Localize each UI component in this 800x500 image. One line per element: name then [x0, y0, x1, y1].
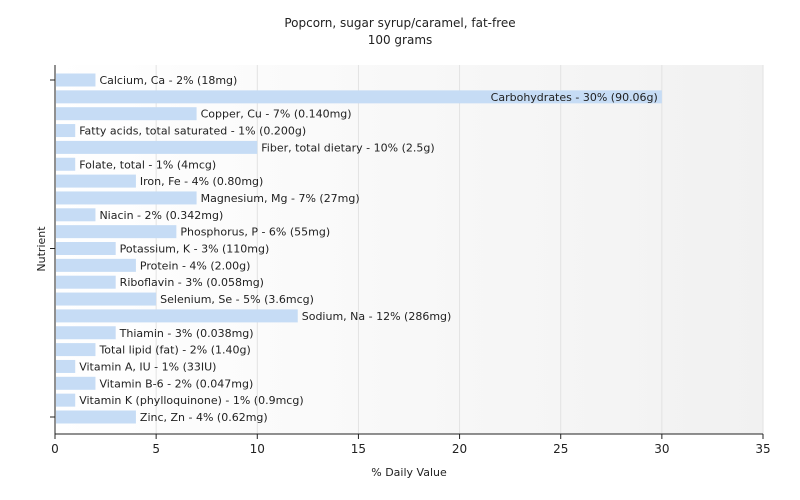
bar — [56, 140, 258, 154]
bar-label: Zinc, Zn - 4% (0.62mg) — [140, 411, 268, 424]
x-tick-label: 10 — [250, 442, 265, 456]
bar-label: Iron, Fe - 4% (0.80mg) — [140, 175, 263, 188]
bar — [56, 393, 76, 407]
bar — [56, 410, 136, 424]
x-tick-label: 30 — [654, 442, 669, 456]
bar — [56, 73, 96, 87]
chart-subtitle: 100 grams — [368, 33, 433, 47]
bar — [56, 90, 662, 104]
bar-label: Vitamin A, IU - 1% (33IU) — [79, 360, 216, 373]
bar — [56, 208, 96, 222]
bar — [56, 225, 177, 239]
bar-label: Carbohydrates - 30% (90.06g) — [491, 91, 658, 104]
bar-label: Phosphorus, P - 6% (55mg) — [180, 226, 330, 239]
bar — [56, 326, 116, 340]
gridlines — [155, 65, 764, 434]
bar-label: Folate, total - 1% (4mcg) — [79, 158, 216, 171]
plot-area — [55, 65, 763, 434]
bar — [56, 376, 96, 390]
bar-label: Vitamin K (phylloquinone) - 1% (0.9mcg) — [79, 394, 303, 407]
bar-labels: Calcium, Ca - 2% (18mg) Carbohydrates - 3… — [79, 74, 658, 424]
bar-label: Sodium, Na - 12% (286mg) — [302, 310, 452, 323]
bar — [56, 174, 136, 188]
bar — [56, 107, 197, 121]
x-tick-label: 15 — [351, 442, 366, 456]
y-axis-label: Nutrient — [35, 226, 48, 272]
bar-label: Magnesium, Mg - 7% (27mg) — [201, 192, 360, 205]
x-tick-label: 20 — [452, 442, 467, 456]
bar-label: Copper, Cu - 7% (0.140mg) — [201, 108, 352, 121]
bar-label: Thiamin - 3% (0.038mg) — [119, 327, 254, 340]
bar-label: Niacin - 2% (0.342mg) — [99, 209, 223, 222]
bar — [56, 292, 157, 306]
bar-label: Vitamin B-6 - 2% (0.047mg) — [99, 377, 253, 390]
bar-label: Fiber, total dietary - 10% (2.5g) — [261, 141, 434, 154]
x-tick-label: 5 — [152, 442, 160, 456]
bar-label: Selenium, Se - 5% (3.6mcg) — [160, 293, 314, 306]
bar-label: Calcium, Ca - 2% (18mg) — [99, 74, 237, 87]
bar — [56, 258, 136, 272]
y-ticks — [50, 79, 55, 418]
axes — [54, 65, 763, 435]
bar-label: Riboflavin - 3% (0.058mg) — [120, 276, 264, 289]
bar-label: Fatty acids, total saturated - 1% (0.200… — [79, 125, 306, 138]
chart-title: Popcorn, sugar syrup/caramel, fat-free — [284, 16, 515, 30]
bar — [56, 359, 76, 373]
x-tick-label: 0 — [51, 442, 59, 456]
x-tick-label: 35 — [755, 442, 770, 456]
x-axis-label: % Daily Value — [371, 466, 447, 479]
bar-label: Potassium, K - 3% (110mg) — [120, 243, 270, 256]
bar — [56, 275, 116, 289]
bars — [56, 73, 662, 424]
x-ticks: 0 5 10 15 20 25 30 35 — [51, 434, 771, 456]
bar — [56, 124, 76, 138]
x-tick-label: 25 — [553, 442, 568, 456]
bar — [56, 157, 76, 171]
bar — [56, 191, 197, 205]
bar — [56, 343, 96, 357]
bar-label: Total lipid (fat) - 2% (1.40g) — [98, 344, 250, 357]
bar — [56, 242, 116, 255]
bar — [56, 309, 298, 323]
bar-label: Protein - 4% (2.00g) — [140, 259, 251, 272]
